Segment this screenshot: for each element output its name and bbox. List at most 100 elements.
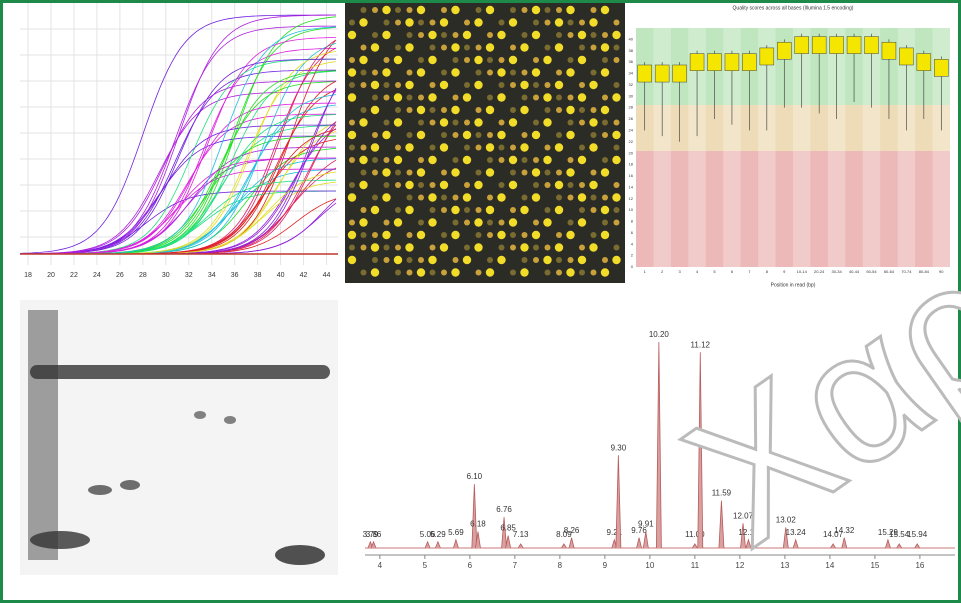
x-tick-label: 26 (116, 272, 124, 279)
x-tick-label: 20 (47, 272, 55, 279)
x-tick-label: 24 (93, 272, 101, 279)
array-spot (359, 56, 367, 64)
y-tick-label: 26 (629, 116, 634, 121)
array-spot (463, 31, 471, 39)
array-spot (601, 168, 609, 176)
array-spot (555, 243, 563, 251)
quality-box (899, 48, 913, 65)
x-tick-label: 30-34 (831, 269, 842, 274)
array-spot (464, 45, 470, 51)
array-spot (428, 31, 436, 39)
array-spot (361, 232, 367, 238)
array-spot (372, 232, 378, 238)
array-spot (359, 118, 367, 126)
array-spot (589, 18, 597, 26)
array-spot (614, 45, 620, 51)
array-spot (532, 31, 540, 39)
array-spot (568, 32, 574, 38)
array-spot (602, 195, 608, 201)
array-spot (463, 93, 471, 101)
array-spot (382, 193, 390, 201)
array-spot (545, 7, 551, 13)
array-spot (602, 95, 608, 101)
array-spot (474, 18, 482, 26)
array-spot (476, 7, 482, 13)
array-spot (430, 182, 436, 188)
array-spot (382, 131, 390, 139)
array-spot (348, 231, 356, 239)
array-spot (499, 220, 505, 226)
array-spot (509, 181, 517, 189)
y-tick-label: 22 (629, 139, 634, 144)
array-spot (361, 170, 367, 176)
array-spot (522, 32, 528, 38)
array-spot (533, 20, 539, 26)
array-spot (464, 82, 470, 88)
array-spot (441, 195, 447, 201)
array-spot (533, 95, 539, 101)
x-tick-label: 28 (139, 272, 147, 279)
array-spot (441, 45, 447, 51)
array-spot (591, 232, 597, 238)
quality-box (795, 37, 809, 54)
array-spot (533, 182, 539, 188)
array-spot (602, 32, 608, 38)
array-spot (614, 245, 620, 251)
array-spot (372, 157, 378, 163)
array-spot (612, 156, 620, 164)
array-spot (372, 70, 378, 76)
array-spot (349, 182, 355, 188)
array-spot (520, 268, 528, 276)
array-spot (464, 220, 470, 226)
array-spot (430, 82, 436, 88)
array-spot (497, 231, 505, 239)
quality-box (760, 48, 774, 65)
array-spot (451, 231, 459, 239)
array-spot (417, 131, 425, 139)
array-spot (372, 32, 378, 38)
peak-label: 6.10 (467, 472, 483, 481)
array-spot (441, 232, 447, 238)
array-spot (349, 145, 355, 151)
array-spot (568, 257, 574, 263)
array-spot (395, 170, 401, 176)
array-spot (464, 245, 470, 251)
quality-box (638, 65, 652, 82)
array-spot (359, 156, 367, 164)
array-spot (407, 32, 413, 38)
array-spot (486, 143, 494, 151)
array-spot (349, 245, 355, 251)
array-spot (487, 232, 493, 238)
array-spot (395, 7, 401, 13)
array-spot (428, 56, 436, 64)
array-spot (407, 107, 413, 113)
array-spot (428, 256, 436, 264)
array-spot (601, 106, 609, 114)
array-spot (382, 31, 390, 39)
array-spot (579, 145, 585, 151)
array-spot (384, 182, 390, 188)
array-spot (394, 256, 402, 264)
array-spot (601, 206, 609, 214)
array-spot (418, 257, 424, 263)
array-spot (430, 120, 436, 126)
array-spot (510, 145, 516, 151)
array-spot (441, 32, 447, 38)
array-spot (441, 207, 447, 213)
array-spot (349, 157, 355, 163)
x-tick-label: 44 (323, 272, 331, 279)
array-spot (532, 6, 540, 14)
x-tick-label: 18 (24, 272, 32, 279)
array-spot (348, 131, 356, 139)
array-spot (497, 193, 505, 201)
array-spot (568, 195, 574, 201)
array-spot (417, 168, 425, 176)
array-spot (464, 20, 470, 26)
array-spot (520, 206, 528, 214)
array-spot (348, 68, 356, 76)
array-spot (440, 18, 448, 26)
array-spot (476, 145, 482, 151)
array-spot (486, 106, 494, 114)
peak-label: 8.26 (564, 526, 580, 535)
array-spot (499, 82, 505, 88)
